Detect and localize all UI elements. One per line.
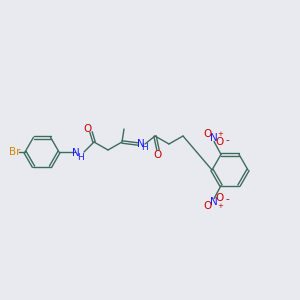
Text: -: - <box>225 135 229 146</box>
Text: +: + <box>217 202 223 208</box>
Text: N: N <box>72 148 80 158</box>
Text: -: - <box>225 195 229 205</box>
Text: O: O <box>203 129 211 140</box>
Text: O: O <box>154 150 162 160</box>
Text: O: O <box>216 193 224 202</box>
Text: O: O <box>84 124 92 134</box>
Text: N: N <box>210 196 218 207</box>
Text: H: H <box>76 152 83 161</box>
Text: Br: Br <box>9 147 21 157</box>
Text: N: N <box>210 134 218 143</box>
Text: O: O <box>203 201 211 211</box>
Text: H: H <box>141 143 147 152</box>
Text: +: + <box>217 131 223 137</box>
Text: O: O <box>216 137 224 147</box>
Text: N: N <box>137 139 145 149</box>
